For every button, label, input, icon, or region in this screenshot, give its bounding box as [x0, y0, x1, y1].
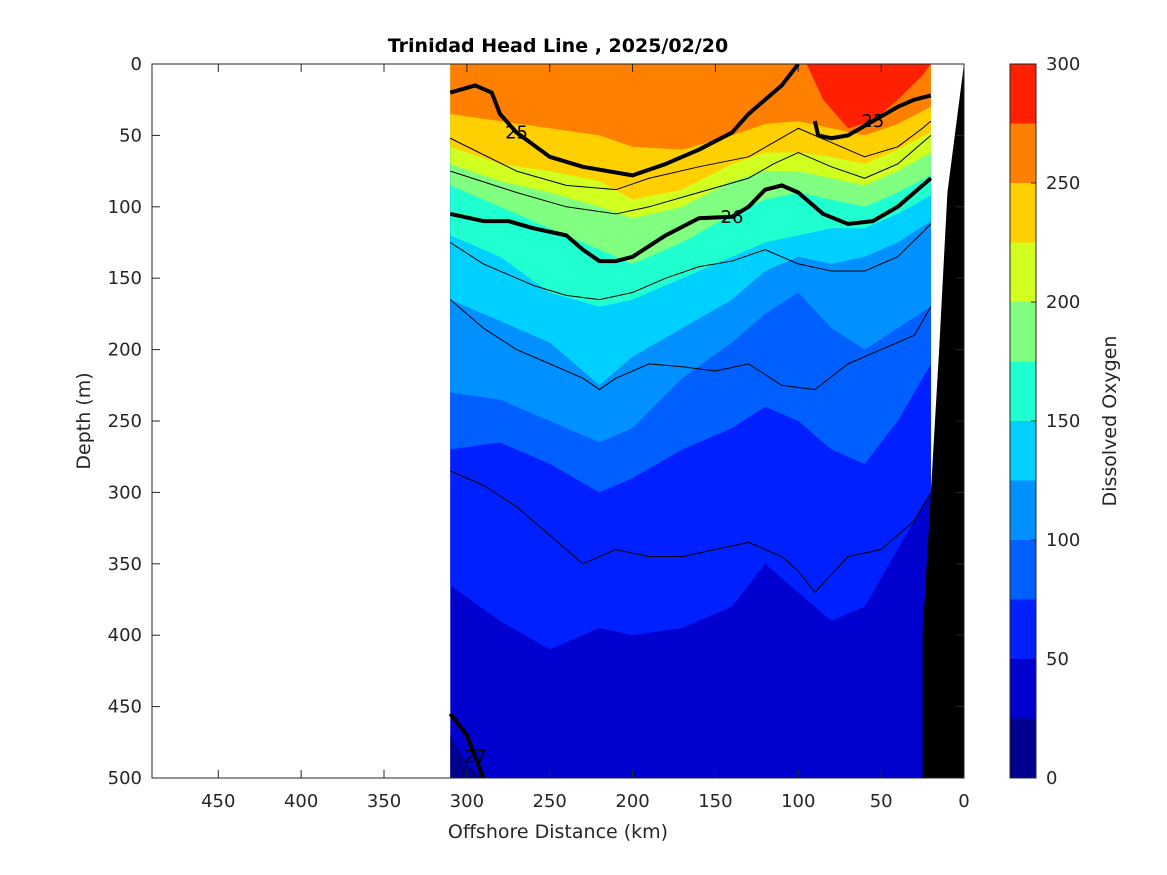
y-tick-label: 0 — [131, 54, 142, 75]
y-axis-ticks: 0 50 100 150 200 250 300 350 400 450 500 — [108, 54, 964, 789]
density-contour-thin-3 — [450, 135, 932, 215]
colorbar-tick-label: 150 — [1046, 411, 1080, 432]
y-tick-label: 200 — [108, 340, 142, 361]
y-tick-label: 500 — [108, 768, 142, 789]
x-tick-label: 200 — [615, 791, 649, 812]
x-tick-label: 300 — [450, 791, 484, 812]
colorbar: 0 50 100 150 200 250 300 Dissolved Oxygen — [1009, 54, 1121, 789]
x-tick-label: 250 — [533, 791, 567, 812]
colorbar-label: Dissolved Oxygen — [1099, 336, 1121, 507]
y-tick-label: 350 — [108, 554, 142, 575]
colorbar-tick-label: 200 — [1046, 292, 1080, 313]
x-tick-label: 0 — [958, 791, 969, 812]
x-axis-ticks: 450 400 350 300 250 200 150 100 50 0 — [201, 64, 970, 812]
density-contour-25-0 — [449, 64, 800, 178]
density-contour-thin-6 — [449, 299, 932, 391]
colorbar-swatch-100 — [1010, 480, 1036, 540]
seafloor-land-mask — [922, 64, 964, 778]
x-tick-label: 150 — [698, 791, 732, 812]
density-contour-25-1 — [812, 93, 932, 141]
colorbar-tick-label: 0 — [1046, 768, 1057, 789]
x-tick-label: 50 — [870, 791, 893, 812]
oxygen-band-250 — [450, 64, 931, 150]
colorbar-swatch-150 — [1010, 361, 1036, 421]
y-tick-label: 50 — [119, 125, 142, 146]
y-tick-label: 100 — [108, 197, 142, 218]
contour-label-25: 25 — [861, 111, 884, 132]
oxygen-band-0 — [450, 735, 484, 778]
colorbar-swatch-25 — [1010, 659, 1036, 719]
density-contour-26-4 — [449, 176, 933, 264]
oxygen-fill-layer — [450, 64, 931, 778]
colorbar-swatch-125 — [1010, 421, 1036, 481]
contour-label-25: 25 — [505, 123, 528, 144]
x-tick-label: 400 — [284, 791, 318, 812]
colorbar-tick-label: 250 — [1046, 173, 1080, 194]
oxygen-band-275 — [806, 64, 931, 129]
density-contour-thin-2 — [450, 120, 932, 191]
land-mask-layer — [922, 64, 964, 778]
density-contour-thin-5 — [450, 223, 932, 301]
contour-label-26: 26 — [721, 207, 744, 228]
y-tick-label: 400 — [108, 625, 142, 646]
colorbar-swatch-275 — [1010, 64, 1036, 124]
y-tick-label: 250 — [108, 411, 142, 432]
colorbar-tick-label: 300 — [1046, 54, 1080, 75]
colorbar-swatch-0 — [1010, 718, 1036, 778]
colorbar-swatch-75 — [1010, 540, 1036, 600]
density-contour-27-8 — [448, 712, 486, 778]
colorbar-swatch-250 — [1010, 123, 1036, 183]
y-tick-label: 450 — [108, 697, 142, 718]
colorbar-ticks: 0 50 100 150 200 250 300 — [1031, 54, 1080, 789]
y-tick-label: 300 — [108, 482, 142, 503]
colorbar-tick-label: 100 — [1046, 530, 1080, 551]
colorbar-swatches — [1010, 64, 1036, 778]
colorbar-swatch-200 — [1010, 242, 1036, 302]
x-tick-label: 350 — [367, 791, 401, 812]
colorbar-swatch-175 — [1010, 302, 1036, 362]
y-axis-label: Depth (m) — [73, 372, 95, 469]
colorbar-tick-label: 50 — [1046, 649, 1069, 670]
contour-label-27: 27 — [464, 747, 487, 768]
x-axis-label: Offshore Distance (km) — [448, 821, 668, 843]
contour-label-layer: 25 25 26 27 — [464, 111, 885, 767]
x-tick-label: 100 — [781, 791, 815, 812]
chart-title: Trinidad Head Line , 2025/02/20 — [388, 35, 728, 57]
density-contour-thin-7 — [450, 470, 932, 593]
colorbar-swatch-225 — [1010, 183, 1036, 243]
y-tick-label: 150 — [108, 268, 142, 289]
colorbar-swatch-50 — [1010, 599, 1036, 659]
x-tick-label: 450 — [201, 791, 235, 812]
density-contour-layer — [448, 64, 933, 778]
